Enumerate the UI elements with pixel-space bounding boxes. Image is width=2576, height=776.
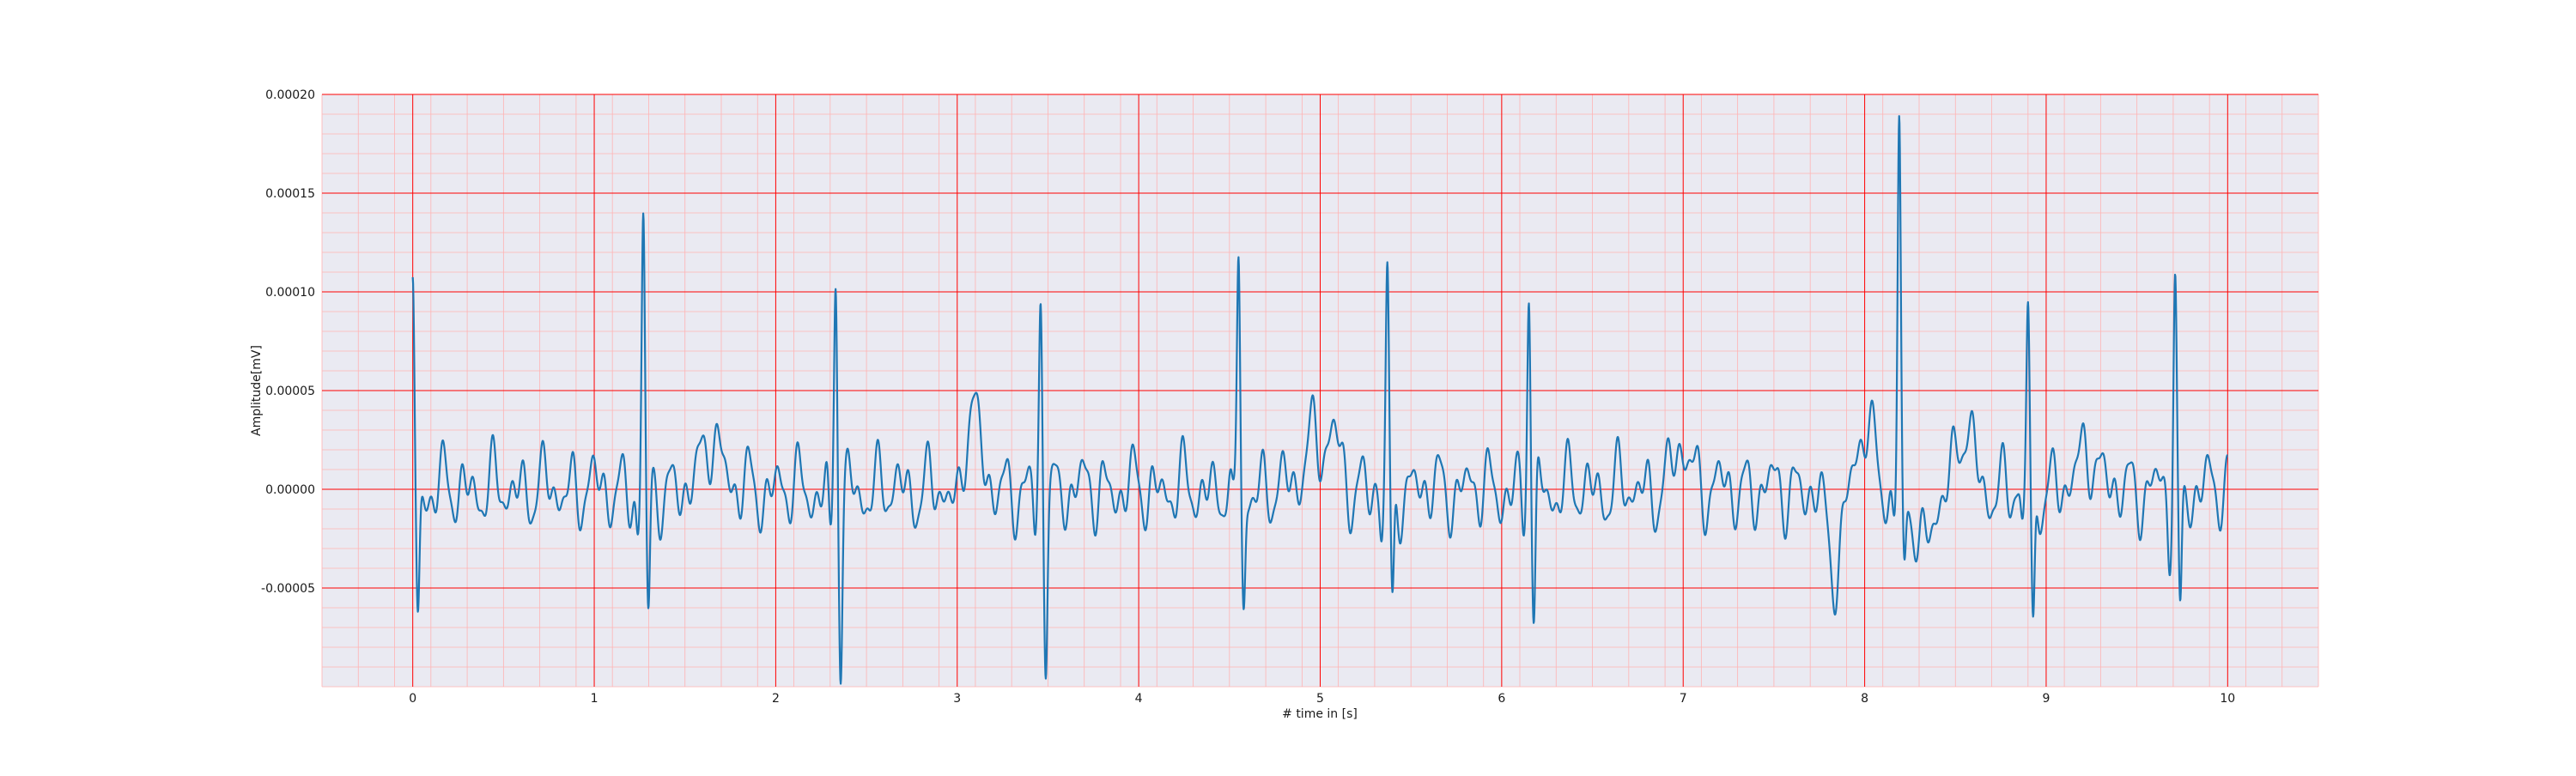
y-axis-ticks: -0.00005 0.00000 0.00005 0.00010 0.00015 0.00… [261,88,315,596]
x-tick-label: 7 [1680,692,1687,706]
x-tick-label: 1 [591,692,598,706]
x-tick-label: 10 [2220,692,2235,706]
x-tick-label: 4 [1135,692,1143,706]
x-axis-ticks: 0 1 2 3 4 5 6 7 8 9 10 [409,692,2235,706]
y-tick-label: 0.00000 [265,483,315,497]
y-axis-label: Amplitude[mV] [250,345,264,436]
x-tick-label: 0 [409,692,416,706]
x-tick-label: 2 [772,692,780,706]
x-axis-label: # time in [s] [1282,707,1358,721]
x-tick-label: 3 [953,692,961,706]
x-tick-label: 9 [2042,692,2050,706]
y-tick-label: 0.00005 [265,385,315,398]
y-tick-label: 0.00010 [265,286,315,300]
y-tick-label: 0.00020 [265,88,315,102]
x-tick-label: 5 [1316,692,1324,706]
y-tick-label: -0.00005 [261,582,315,596]
y-tick-label: 0.00015 [265,187,315,201]
x-tick-label: 6 [1498,692,1505,706]
ecg-series-line [411,115,2228,685]
series-layer [411,115,2228,685]
x-tick-label: 8 [1861,692,1868,706]
major-grid [322,94,2318,687]
